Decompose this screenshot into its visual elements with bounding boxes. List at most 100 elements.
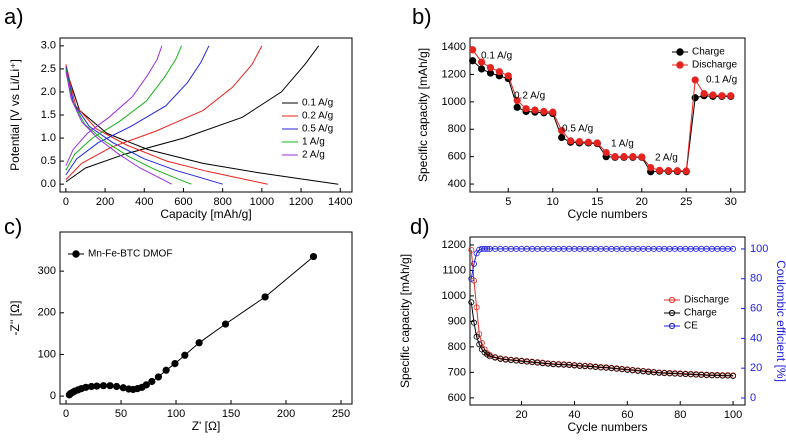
- data-point: [154, 373, 163, 381]
- legend-label: 0.2 A/g: [302, 111, 333, 122]
- y-tick-label: 800: [448, 123, 466, 135]
- y-tick-label: 1200: [442, 68, 466, 80]
- y-axis-title: -Z'' [Ω]: [8, 301, 22, 336]
- data-point: [611, 153, 619, 161]
- data-point: [470, 260, 477, 267]
- annotation: 1 A/g: [611, 139, 634, 150]
- data-point: [593, 139, 601, 147]
- legend-marker: [668, 296, 676, 304]
- y2-axis-title: Coulombic efficient [%]: [774, 260, 786, 382]
- y-tick-label: 200: [38, 307, 56, 319]
- data-line: [65, 64, 268, 185]
- data-point: [691, 76, 699, 84]
- x-tick-label: 800: [213, 196, 231, 208]
- legend-label: Charge: [684, 308, 717, 319]
- y-tick-label: 1000: [442, 290, 466, 302]
- data-point: [540, 107, 548, 116]
- data-line: [65, 68, 192, 185]
- data-line: [65, 66, 223, 185]
- y2-tick-label: 20: [750, 362, 762, 374]
- x-tick-label: 100: [724, 409, 742, 421]
- data-point: [148, 377, 156, 386]
- y-tick-label: 1.0: [41, 132, 56, 144]
- panel-label: d): [410, 214, 430, 239]
- data-point: [477, 58, 486, 66]
- x-tick-label: 600: [174, 196, 192, 208]
- x-tick-label: 40: [568, 409, 580, 421]
- data-point: [682, 167, 690, 175]
- legend-marker: [668, 322, 676, 330]
- data-line: [472, 49, 731, 172]
- x-tick-label: 250: [332, 408, 350, 420]
- data-line: [65, 45, 263, 180]
- legend-label: Discharge: [684, 295, 729, 306]
- data-point: [93, 382, 101, 390]
- x-tick-label: 20: [515, 409, 527, 421]
- plot-frame: [469, 37, 746, 193]
- data-point: [261, 293, 269, 301]
- data-point: [513, 103, 521, 111]
- x-tick-label: 150: [222, 408, 240, 420]
- data-point: [730, 372, 737, 379]
- y-tick-label: 0.5: [41, 155, 56, 167]
- y-tick-label: 1.5: [41, 109, 56, 121]
- data-line: [65, 45, 182, 171]
- x-tick-label: 25: [680, 196, 692, 208]
- x-tick-label: 15: [591, 196, 603, 208]
- x-tick-label: 0: [63, 408, 69, 420]
- y-tick-label: 1100: [442, 264, 466, 276]
- legend-marker: [676, 61, 684, 69]
- y-tick-label: 300: [38, 265, 56, 277]
- data-line: [65, 71, 172, 185]
- data-line: [65, 45, 210, 176]
- y2-tick-label: 0: [750, 392, 756, 404]
- x-axis-title: Cycle numbers: [567, 207, 647, 221]
- y-tick-label: 100: [38, 348, 56, 360]
- data-point: [468, 299, 475, 306]
- data-point: [620, 153, 628, 161]
- data-point: [106, 382, 114, 390]
- legend-label: Charge: [692, 47, 725, 58]
- plot-frame: [59, 231, 353, 405]
- legend-marker: [72, 250, 80, 258]
- plot-frame: [469, 236, 746, 406]
- x-tick-label: 200: [96, 196, 114, 208]
- data-point: [469, 57, 477, 65]
- data-point: [727, 92, 735, 100]
- y-tick-label: 400: [448, 178, 466, 190]
- y-tick-label: 2.0: [41, 86, 56, 98]
- y-tick-label: 1000: [442, 96, 466, 108]
- data-point: [142, 381, 150, 389]
- annotation: 0.1 A/g: [706, 75, 737, 86]
- data-point: [309, 252, 318, 261]
- legend-label: 0.5 A/g: [302, 124, 333, 135]
- data-point: [575, 137, 584, 146]
- x-tick-label: 20: [636, 196, 648, 208]
- y2-tick-label: 40: [750, 332, 762, 344]
- y-axis-title: Potential [V vs Li/Li⁺]: [8, 59, 22, 171]
- x-tick-label: 1400: [328, 196, 352, 208]
- panel-label: c): [4, 214, 22, 239]
- data-point: [477, 65, 486, 73]
- data-point: [629, 153, 637, 161]
- data-point: [476, 341, 483, 348]
- x-tick-label: 30: [725, 196, 737, 208]
- panel: a) 0 200 400 600 800 1000 1200 1400 0.0 0.5 1.0 1.5 2…: [4, 4, 353, 221]
- y2-tick-label: 80: [750, 273, 762, 285]
- x-tick-label: 10: [547, 196, 559, 208]
- panel-label: a): [4, 4, 24, 29]
- data-point: [638, 153, 646, 161]
- panel: b) 5 10 15 20 25 30 400 600 800 1000 1200 1400 Cycle …: [412, 4, 746, 221]
- y-tick-label: 700: [448, 366, 466, 378]
- data-line: [470, 248, 734, 279]
- x-tick-label: 400: [135, 196, 153, 208]
- x-tick-label: 5: [505, 196, 511, 208]
- x-axis-title: Cycle numbers: [567, 420, 647, 434]
- data-point: [504, 72, 512, 80]
- y-tick-label: 900: [448, 315, 466, 327]
- annotation: 0.2 A/g: [514, 91, 545, 102]
- y-tick-label: 0.0: [41, 178, 56, 190]
- panel: d) 20 40 60 80 100 600 700 800 900 1000 1100 1200 0 20…: [398, 214, 786, 434]
- data-point: [468, 275, 475, 282]
